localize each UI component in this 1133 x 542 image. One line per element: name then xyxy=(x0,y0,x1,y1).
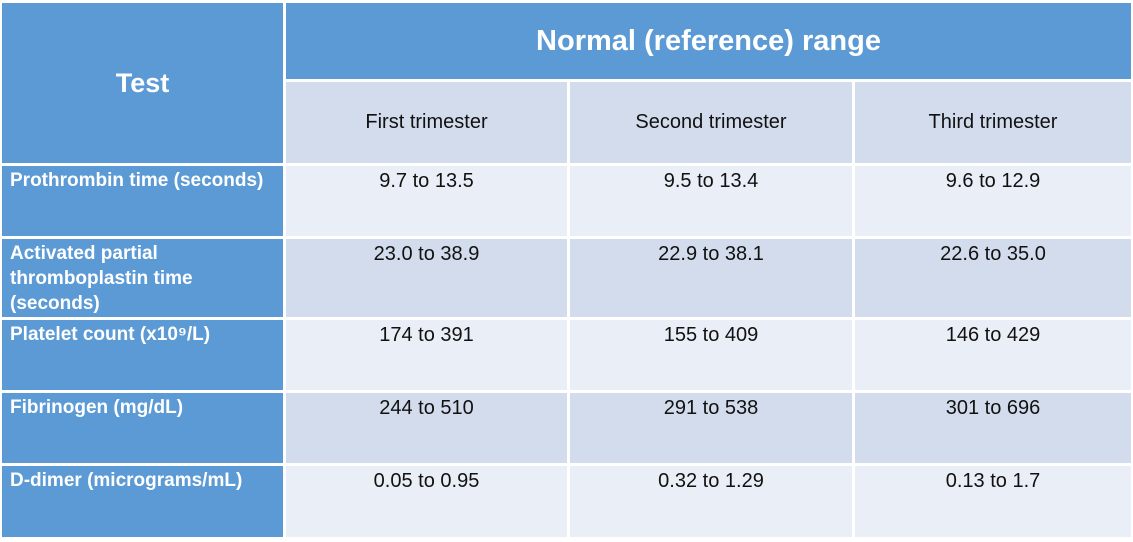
col-header-third-trimester: Third trimester xyxy=(855,82,1131,163)
cell-prothrombin-third-trimester: 9.6 to 12.9 xyxy=(855,166,1131,236)
cell-fibrinogen-third-trimester: 301 to 696 xyxy=(855,393,1131,463)
col-header-second-trimester: Second trimester xyxy=(570,82,852,163)
cell-prothrombin-first-trimester: 9.7 to 13.5 xyxy=(286,166,567,236)
cell-platelet-third-trimester: 146 to 429 xyxy=(855,320,1131,390)
row-label-prothrombin-time: Prothrombin time (seconds) xyxy=(2,166,283,236)
cell-fibrinogen-second-trimester: 291 to 538 xyxy=(570,393,852,463)
col-header-first-trimester: First trimester xyxy=(286,82,567,163)
cell-aptt-first-trimester: 23.0 to 38.9 xyxy=(286,239,567,317)
row-label-platelet-count: Platelet count (x10⁹/L) xyxy=(2,320,283,390)
row-label-d-dimer: D-dimer (micrograms/mL) xyxy=(2,466,283,537)
cell-d-dimer-third-trimester: 0.13 to 1.7 xyxy=(855,466,1131,537)
row-label-fibrinogen: Fibrinogen (mg/dL) xyxy=(2,393,283,463)
cell-fibrinogen-first-trimester: 244 to 510 xyxy=(286,393,567,463)
cell-platelet-second-trimester: 155 to 409 xyxy=(570,320,852,390)
cell-d-dimer-second-trimester: 0.32 to 1.29 xyxy=(570,466,852,537)
cell-platelet-first-trimester: 174 to 391 xyxy=(286,320,567,390)
cell-aptt-third-trimester: 22.6 to 35.0 xyxy=(855,239,1131,317)
cell-d-dimer-first-trimester: 0.05 to 0.95 xyxy=(286,466,567,537)
row-label-aptt: Activated partial thromboplastin time (s… xyxy=(2,239,283,317)
cell-prothrombin-second-trimester: 9.5 to 13.4 xyxy=(570,166,852,236)
normal-range-header: Normal (reference) range xyxy=(286,3,1131,79)
cell-aptt-second-trimester: 22.9 to 38.1 xyxy=(570,239,852,317)
test-column-header: Test xyxy=(2,3,283,163)
